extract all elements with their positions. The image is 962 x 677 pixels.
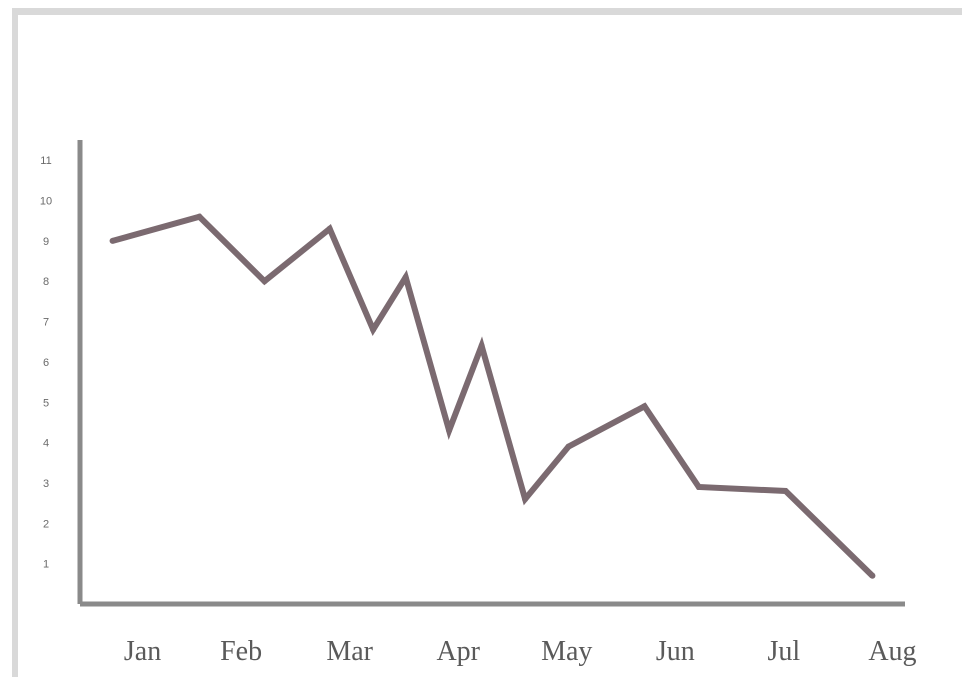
data-point [370,326,377,333]
y-tick-label: 8 [43,276,49,288]
y-tick-label: 10 [40,196,52,208]
x-tick-label: Mar [326,636,373,667]
data-point [478,342,485,349]
x-tick-label: May [541,636,592,667]
chart-axes [77,140,905,607]
data-point [641,403,648,410]
y-tick-label: 9 [43,236,49,248]
y-tick-label: 6 [43,357,49,369]
series-line [111,213,875,578]
data-point [109,237,116,244]
data-point [402,274,409,281]
x-tick-label: Feb [220,636,262,667]
y-tick-label: 1 [43,559,49,571]
data-point [261,278,268,285]
x-tick-label: Jul [768,636,801,667]
data-point [565,443,572,450]
x-tick-label: Aug [868,636,916,667]
x-tick-label: Jun [656,636,695,667]
data-point [196,213,203,220]
y-tick-label: 3 [43,478,49,490]
data-point [446,427,453,434]
y-tick-label: 11 [40,155,51,167]
y-tick-label: 2 [43,518,49,530]
series-line-group [109,213,876,579]
data-point [869,572,876,579]
data-point [782,488,789,495]
data-point [326,225,333,232]
y-tick-label: 5 [43,397,49,409]
x-tick-label: Apr [436,636,480,667]
frame-top-border [12,8,962,15]
data-point [522,496,529,503]
y-tick-labels: 1 2 3 4 5 6 7 8 9 10 11 [40,155,52,570]
x-tick-label: Jan [124,636,161,667]
y-tick-label: 7 [43,317,49,329]
y-tick-label: 4 [43,438,49,450]
frame-left-border [12,8,18,677]
x-tick-labels: Jan Feb Mar Apr May Jun Jul Aug [124,636,917,667]
data-point [695,483,702,490]
